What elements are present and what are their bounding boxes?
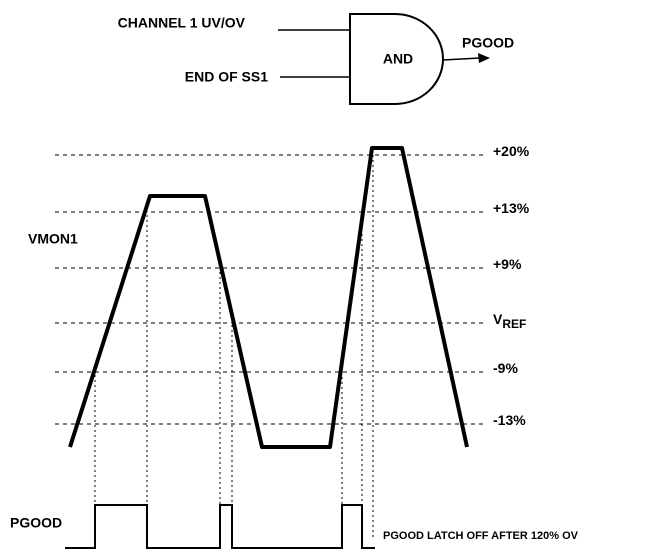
gate-input-label: END OF SS1 — [185, 69, 268, 85]
level-label: +20% — [493, 143, 530, 159]
gate-output-line — [442, 57, 481, 61]
gate-input-label: CHANNEL 1 UV/OV — [118, 15, 246, 31]
and-gate — [349, 13, 444, 105]
level-label-main: -13% — [493, 412, 526, 428]
level-label-main: +13% — [493, 200, 530, 216]
pgood-waveform — [65, 504, 375, 549]
level-label-main: +20% — [493, 143, 530, 159]
level-label-main: -9% — [493, 360, 518, 376]
arrow-head — [478, 53, 490, 63]
signal-label: VMON1 — [28, 231, 78, 247]
pgood-label: PGOOD — [10, 515, 62, 531]
level-label: -9% — [493, 360, 518, 376]
level-label-main: +9% — [493, 256, 522, 272]
level-labels: +20% +13% +9% VREF -9% -13% — [493, 143, 530, 428]
level-label: -13% — [493, 412, 526, 428]
level-label: +13% — [493, 200, 530, 216]
level-label: +9% — [493, 256, 522, 272]
note: PGOOD LATCH OFF AFTER 120% OV — [383, 530, 579, 542]
gate-output-label: PGOOD — [462, 35, 514, 51]
level-label: VREF — [493, 311, 526, 331]
gate-label: AND — [383, 51, 413, 67]
level-label-sub: REF — [502, 317, 526, 331]
vmon-waveform — [68, 146, 469, 449]
level-label-main: V — [493, 311, 503, 327]
